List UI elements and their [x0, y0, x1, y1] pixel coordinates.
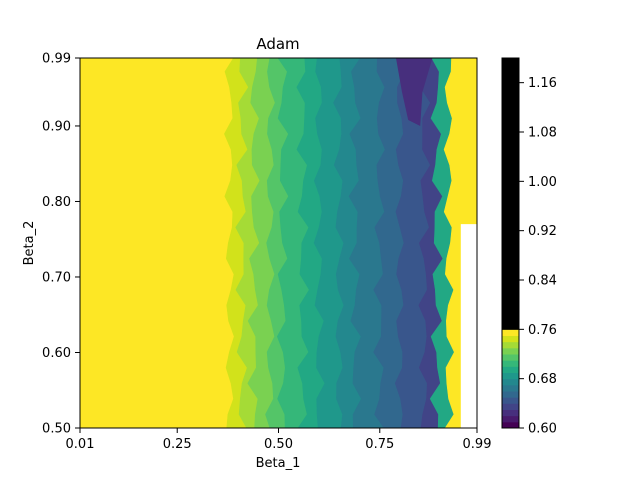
- colorbar-segment: [502, 310, 519, 318]
- colorbar-segment: [502, 403, 519, 410]
- colorbar-segment: [502, 384, 519, 392]
- chart-title: Adam: [256, 35, 299, 53]
- x-tick-label: 0.99: [463, 437, 492, 452]
- colorbar-segment: [502, 391, 519, 398]
- colorbar-segment: [502, 317, 519, 324]
- contour-minimum-region: [395, 58, 433, 126]
- colorbar-segment: [502, 415, 519, 423]
- colorbar-segment: [502, 341, 519, 349]
- x-tick-label: 0.01: [66, 437, 95, 452]
- colorbar-segment: [502, 409, 519, 417]
- missing-data-region: [460, 224, 477, 428]
- colorbar-tick-label: 0.60: [528, 422, 557, 437]
- colorbar-segment: [502, 397, 519, 404]
- x-axis: 0.01 0.25 0.50 0.75 0.99: [66, 428, 492, 452]
- colorbar-tick-label: 1.16: [528, 76, 557, 91]
- x-tick-label: 0.50: [264, 437, 293, 452]
- y-tick-label: 0.99: [42, 52, 71, 67]
- colorbar-tick-label: 0.76: [528, 323, 557, 338]
- colorbar-segment: [502, 366, 519, 373]
- colorbar-tick-label: 1.00: [528, 175, 557, 190]
- colorbar-segment: [502, 58, 519, 306]
- x-tick-label: 0.75: [365, 437, 394, 452]
- y-tick-label: 0.70: [42, 270, 71, 285]
- plot-area: [80, 58, 477, 428]
- y-tick-label: 0.50: [42, 422, 71, 437]
- colorbar-tick-label: 0.84: [528, 274, 557, 289]
- colorbar-segment: [502, 421, 519, 429]
- y-axis-label: Beta_2: [22, 221, 37, 266]
- colorbar-tick-label: 0.68: [528, 372, 557, 387]
- colorbar-tick-label: 1.08: [528, 126, 557, 141]
- y-tick-label: 0.90: [42, 119, 71, 134]
- colorbar-segment: [502, 304, 519, 312]
- x-axis-label: Beta_1: [256, 456, 301, 471]
- colorbar-segment: [502, 372, 519, 380]
- y-tick-label: 0.80: [42, 195, 71, 210]
- colorbar-segment: [502, 347, 519, 355]
- x-tick-label: 0.25: [163, 437, 192, 452]
- y-axis: 0.50 0.60 0.70 0.80 0.90 0.99: [42, 52, 80, 437]
- y-tick-label: 0.60: [42, 346, 71, 361]
- colorbar-segment: [502, 329, 519, 336]
- colorbar-tick-label: 0.92: [528, 224, 557, 239]
- colorbar-segment: [502, 378, 519, 386]
- colorbar-segment: [502, 335, 519, 343]
- colorbar: 0.60 0.68 0.76 0.84 0.92 1.00 1.08 1.16: [501, 57, 557, 437]
- colorbar-segment: [502, 354, 519, 361]
- contour-band: [80, 58, 235, 428]
- colorbar-frame: [501, 57, 520, 429]
- colorbar-segment: [502, 360, 519, 367]
- colorbar-segment: [502, 323, 519, 330]
